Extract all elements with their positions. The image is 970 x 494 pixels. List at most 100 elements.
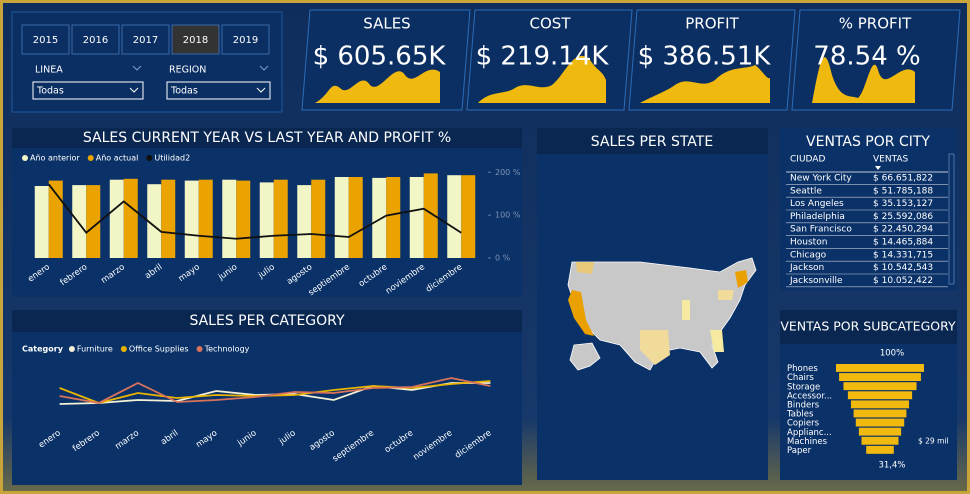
state bbox=[735, 270, 748, 288]
cell: New York City bbox=[790, 174, 852, 184]
column-header: CIUDAD bbox=[790, 155, 825, 165]
line bbox=[59, 380, 491, 404]
line bbox=[48, 183, 462, 240]
funnel-bar bbox=[861, 436, 899, 445]
bar bbox=[259, 182, 274, 258]
funnel-bar bbox=[843, 382, 917, 391]
state bbox=[682, 300, 690, 320]
kpi-title: SALES bbox=[363, 15, 410, 33]
bar bbox=[447, 175, 462, 258]
bar bbox=[34, 186, 49, 258]
funnel-bar bbox=[839, 373, 921, 381]
year-label[interactable]: 2016 bbox=[83, 35, 108, 46]
state bbox=[640, 330, 670, 365]
y2-tick-label: 200 % bbox=[495, 168, 521, 177]
bar bbox=[147, 184, 162, 258]
category-label: Accessor... bbox=[787, 391, 832, 401]
legend-label: Furniture bbox=[77, 345, 113, 354]
year-label[interactable]: 2019 bbox=[233, 35, 258, 46]
legend-marker bbox=[196, 346, 203, 352]
sparkline bbox=[812, 57, 915, 103]
dropdown[interactable] bbox=[166, 81, 271, 100]
cell: Seattle bbox=[790, 186, 822, 196]
panel bbox=[12, 310, 522, 485]
cell: $ 35.153,127 bbox=[873, 199, 933, 209]
bar bbox=[236, 180, 251, 258]
legend-marker bbox=[120, 346, 127, 352]
y2-tick-label: 100 % bbox=[495, 211, 521, 220]
panel-header bbox=[12, 310, 522, 332]
panel-header bbox=[537, 128, 768, 154]
chevron bbox=[132, 65, 142, 71]
bar bbox=[72, 185, 87, 258]
sparkline bbox=[478, 55, 606, 103]
table-title: VENTAS POR CITY bbox=[806, 134, 930, 150]
bar bbox=[334, 177, 349, 258]
funnel-bar bbox=[853, 409, 907, 418]
bar bbox=[297, 185, 312, 258]
state bbox=[568, 290, 594, 336]
dropdown[interactable] bbox=[32, 81, 144, 100]
year-label[interactable]: 2018 bbox=[183, 35, 208, 46]
bar bbox=[409, 177, 424, 258]
category-label: Phones bbox=[787, 364, 818, 374]
funnel-bar bbox=[847, 391, 913, 400]
category-label: Copiers bbox=[787, 419, 820, 429]
kpi-title: COST bbox=[530, 15, 572, 33]
line bbox=[59, 377, 491, 404]
bar bbox=[273, 179, 288, 258]
funnel-bar bbox=[855, 418, 905, 427]
state bbox=[718, 290, 734, 300]
funnel-bar bbox=[836, 364, 924, 372]
state bbox=[710, 330, 724, 352]
cell: $ 22.450,294 bbox=[873, 225, 933, 235]
kpi-value: $ 386.51K bbox=[638, 42, 772, 72]
year-button[interactable] bbox=[121, 24, 170, 55]
funnel-bar bbox=[866, 445, 894, 454]
panel bbox=[780, 128, 957, 290]
sort-arrow bbox=[875, 166, 881, 170]
bar bbox=[123, 178, 138, 258]
cell: San Francisco bbox=[790, 225, 852, 235]
category-label: Binders bbox=[787, 400, 820, 410]
value-label: 100% bbox=[880, 349, 904, 359]
legend-marker bbox=[87, 155, 94, 161]
year-button[interactable] bbox=[71, 24, 120, 55]
cell: Jacksonville bbox=[789, 276, 843, 286]
map bbox=[567, 257, 757, 371]
bar bbox=[109, 179, 124, 258]
cell: Chicago bbox=[790, 250, 827, 260]
kpi-value: 78.54 % bbox=[813, 42, 920, 72]
year-label[interactable]: 2017 bbox=[133, 35, 158, 46]
value-label: 31,4% bbox=[878, 461, 905, 471]
year-label[interactable]: 2015 bbox=[33, 35, 58, 46]
chevron bbox=[259, 65, 269, 71]
cell: $ 10.052,422 bbox=[873, 276, 933, 286]
y2-tick-label: 0 % bbox=[495, 254, 511, 263]
year-button[interactable] bbox=[21, 24, 70, 55]
bar bbox=[372, 177, 387, 258]
cell: $ 14.465,884 bbox=[873, 238, 933, 248]
bar bbox=[386, 177, 401, 258]
year-button[interactable] bbox=[221, 24, 270, 55]
bar bbox=[461, 175, 476, 258]
us-map bbox=[567, 257, 757, 371]
bar bbox=[311, 179, 326, 258]
legend-title: Category bbox=[22, 345, 64, 354]
legend-label: Año anterior bbox=[30, 154, 80, 163]
funnel-bar bbox=[858, 427, 902, 436]
bar bbox=[348, 177, 363, 258]
bar bbox=[184, 180, 199, 258]
alaska bbox=[569, 342, 601, 371]
legend-marker bbox=[22, 155, 28, 161]
year-button[interactable] bbox=[171, 24, 220, 55]
scrollbar bbox=[948, 153, 955, 285]
category-label: Chairs bbox=[787, 373, 814, 383]
chart-title: SALES PER CATEGORY bbox=[189, 313, 345, 329]
state bbox=[576, 262, 594, 274]
category-label: Machines bbox=[787, 437, 828, 447]
kpi-value: $ 219.14K bbox=[476, 42, 610, 72]
dropdown-value: Todas bbox=[36, 86, 64, 97]
chevron bbox=[129, 87, 139, 93]
